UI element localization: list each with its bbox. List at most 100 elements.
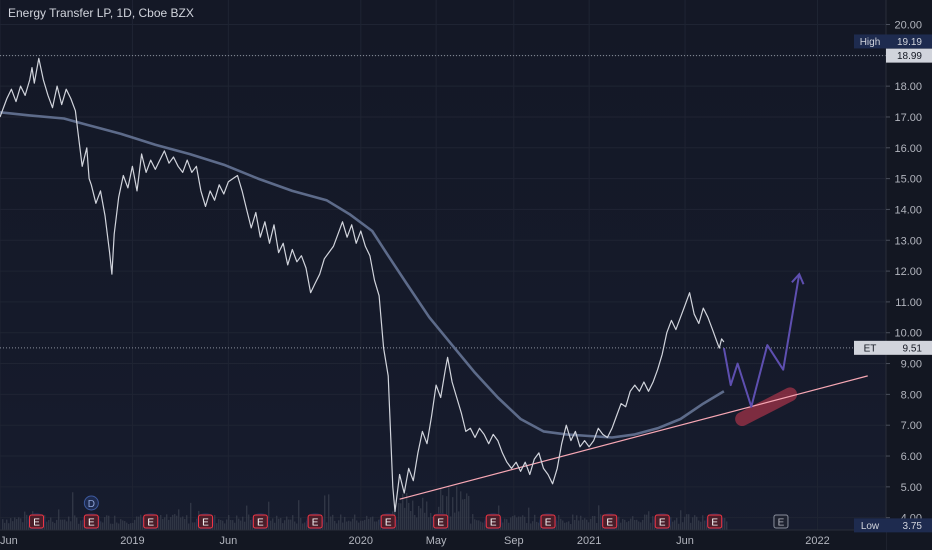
price-tick-label: 10.00	[894, 328, 922, 340]
volume-bar	[644, 514, 646, 530]
volume-bar	[692, 517, 694, 530]
volume-bar	[116, 522, 118, 530]
volume-bar	[620, 522, 622, 530]
volume-bar	[412, 500, 414, 530]
volume-bar	[674, 520, 676, 530]
earnings-marker[interactable]: E	[773, 514, 789, 529]
trendline[interactable]	[399, 375, 868, 500]
volume-bar	[672, 521, 674, 530]
earnings-marker[interactable]: E	[251, 513, 270, 531]
volume-bar	[474, 519, 476, 530]
high-label-name-bg	[854, 34, 886, 49]
volume-bar	[650, 522, 652, 530]
volume-bar	[452, 497, 454, 530]
volume-bar	[298, 500, 300, 530]
volume-bar	[2, 519, 4, 530]
volume-bar	[292, 515, 294, 530]
volume-bar	[678, 523, 680, 530]
volume-bar	[560, 518, 562, 530]
earnings-marker[interactable]: E	[141, 513, 160, 531]
volume-bar	[214, 515, 216, 530]
volume-bar	[50, 517, 52, 530]
earnings-badge	[602, 514, 618, 529]
dividend-marker[interactable]: D	[83, 495, 99, 511]
volume-bar	[230, 519, 232, 530]
earnings-marker[interactable]: E	[196, 513, 215, 531]
volume-bar	[362, 520, 364, 530]
volume-bar	[304, 522, 306, 530]
volume-bar	[414, 514, 416, 530]
volume-bar	[172, 514, 174, 530]
earnings-marker[interactable]: E	[484, 513, 503, 531]
earnings-marker[interactable]: E	[600, 513, 619, 531]
volume-bar	[556, 520, 558, 530]
volume-bar	[454, 512, 456, 530]
time-axis[interactable]: Jun 2019 Jun 2020 May Sep 2021 Jun 2022	[0, 529, 886, 550]
volume-bar	[174, 514, 176, 530]
price-tick-label: 12.00	[894, 266, 922, 278]
last-price-label: ET 9.51	[854, 340, 932, 355]
volume-bar	[182, 516, 184, 530]
volume-bar	[120, 519, 122, 530]
volume-bar	[624, 519, 626, 530]
earnings-letter: E	[33, 518, 40, 529]
volume-bar	[682, 522, 684, 530]
earnings-badge-upcoming	[773, 514, 789, 529]
dividend-badge	[83, 495, 99, 511]
volume-bar	[446, 496, 448, 530]
earnings-marker[interactable]: E	[379, 513, 398, 531]
volume-bar	[352, 518, 354, 530]
volume-bar	[60, 519, 62, 530]
volume-bar	[626, 522, 628, 530]
volume-bar	[334, 520, 336, 530]
price-axis[interactable]: 4.005.006.007.008.009.0010.0011.0012.001…	[885, 0, 932, 550]
volume-bar	[368, 518, 370, 530]
projection-path[interactable]	[722, 272, 805, 408]
volume-bar	[178, 509, 180, 530]
volume-bar	[340, 514, 342, 530]
earnings-marker[interactable]: E	[82, 513, 101, 531]
earnings-letter: E	[202, 518, 209, 529]
earnings-marker[interactable]: E	[306, 513, 325, 531]
volume-bar	[80, 520, 82, 530]
volume-bar	[272, 518, 274, 530]
volume-bar	[70, 521, 72, 530]
volume-bar	[332, 514, 334, 530]
volume-bar	[514, 515, 516, 530]
volume-bar	[110, 523, 112, 530]
earnings-badge	[433, 514, 449, 529]
volume-bar	[420, 508, 422, 530]
volume-bar	[686, 514, 688, 530]
earnings-marker[interactable]: E	[653, 513, 672, 531]
volume-bar	[364, 519, 366, 530]
volume-bar	[648, 511, 650, 530]
high-line-label-value: 18.99	[897, 51, 922, 62]
earnings-badge	[540, 514, 556, 529]
volume-bar	[696, 516, 698, 530]
volume-bar	[470, 523, 472, 530]
volume-bar	[478, 520, 480, 530]
volume-bar	[462, 499, 464, 530]
volume-bar	[574, 519, 576, 530]
moving-average-line	[0, 111, 725, 439]
volume-bar	[52, 521, 54, 530]
earnings-marker[interactable]: E	[27, 513, 46, 531]
volume-bar	[594, 516, 596, 530]
volume-bar	[632, 516, 634, 530]
volume-bar	[702, 515, 704, 530]
earnings-marker[interactable]: E	[431, 513, 450, 531]
volume-bar	[506, 519, 508, 530]
earnings-marker[interactable]: E	[705, 513, 724, 531]
volume-bar	[428, 517, 430, 530]
volume-bar	[290, 519, 292, 530]
volume-bar	[374, 521, 376, 530]
volume-bar	[326, 522, 328, 530]
event-markers[interactable]: E E E E E E E E E E E E E ED	[27, 495, 789, 531]
volume-bar	[72, 492, 74, 530]
volume-bar	[68, 516, 70, 530]
earnings-marker[interactable]: E	[539, 513, 558, 531]
volume-bar	[186, 515, 188, 530]
volume-bar	[242, 516, 244, 530]
